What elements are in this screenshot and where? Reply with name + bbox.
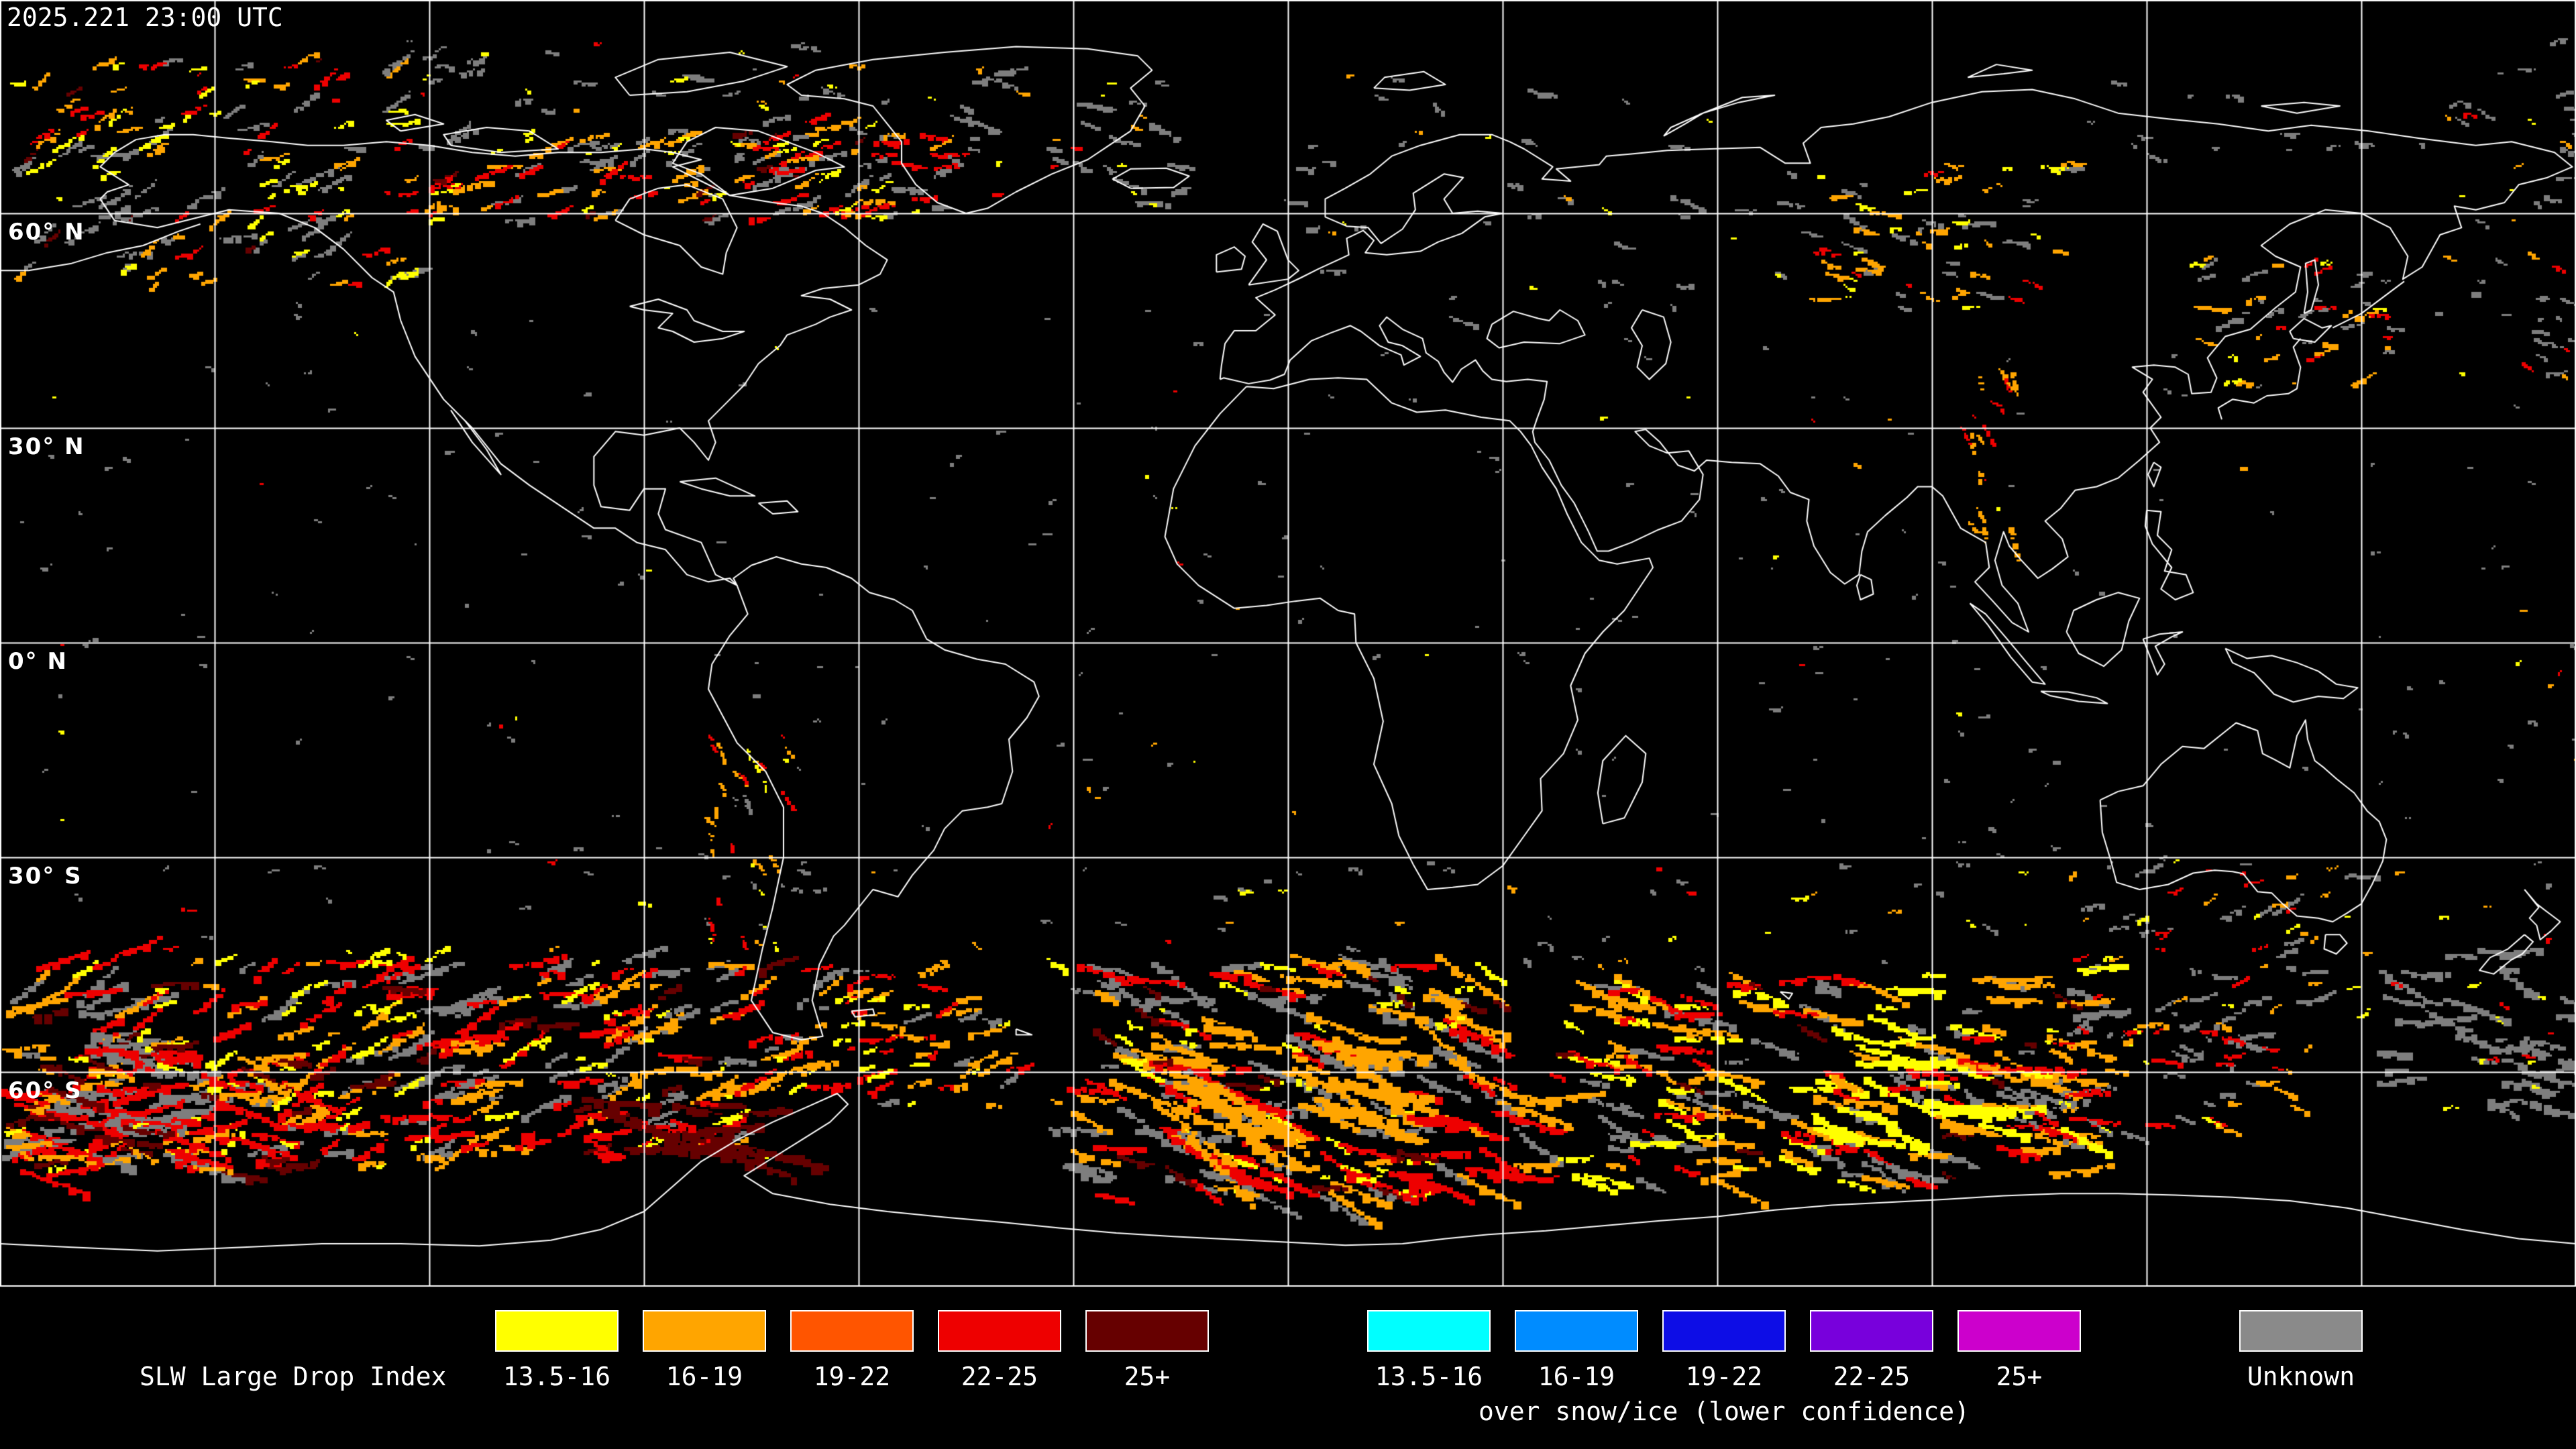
lat-label-30n: 30° N [8, 433, 85, 460]
lat-label-0n: 0° N [8, 648, 68, 675]
legend-snow-ice-note: over snow/ice (lower confidence) [1478, 1397, 1970, 1426]
legend-swatch-warm-4 [938, 1310, 1061, 1352]
legend-range-warm-5: 25+ [1124, 1362, 1171, 1391]
legend-range-warm-1: 13.5-16 [502, 1362, 611, 1391]
legend-range-cool-1: 13.5-16 [1375, 1362, 1483, 1391]
legend-label-unknown: Unknown [2247, 1362, 2355, 1391]
legend-range-cool-3: 19-22 [1685, 1362, 1763, 1391]
lat-label-30s: 30° S [8, 863, 83, 890]
legend-range-warm-3: 19-22 [813, 1362, 891, 1391]
legend-swatch-warm-1 [495, 1310, 619, 1352]
legend-range-cool-5: 25+ [1996, 1362, 2043, 1391]
legend-range-warm-2: 16-19 [665, 1362, 743, 1391]
legend-range-cool-4: 22-25 [1833, 1362, 1911, 1391]
legend-swatch-warm-2 [643, 1310, 766, 1352]
legend-swatch-unknown [2239, 1310, 2363, 1352]
legend-swatch-cool-1 [1367, 1310, 1491, 1352]
legend-swatch-cool-3 [1662, 1310, 1786, 1352]
legend-swatch-warm-5 [1085, 1310, 1209, 1352]
legend-swatch-cool-5 [1957, 1310, 2081, 1352]
timestamp: 2025.221 23:00 UTC [7, 3, 283, 32]
legend-swatch-cool-2 [1515, 1310, 1638, 1352]
legend-swatch-warm-3 [790, 1310, 914, 1352]
world-map-canvas [0, 0, 2576, 1288]
lat-label-60s: 60° S [8, 1077, 83, 1104]
legend-title: SLW Large Drop Index [140, 1362, 447, 1391]
legend-bar: SLW Large Drop Index 13.5-16 16-19 19-22… [0, 1288, 2576, 1449]
legend-swatch-cool-4 [1810, 1310, 1933, 1352]
lat-label-60n: 60° N [8, 219, 85, 246]
legend-range-cool-2: 16-19 [1538, 1362, 1615, 1391]
legend-range-warm-4: 22-25 [961, 1362, 1038, 1391]
